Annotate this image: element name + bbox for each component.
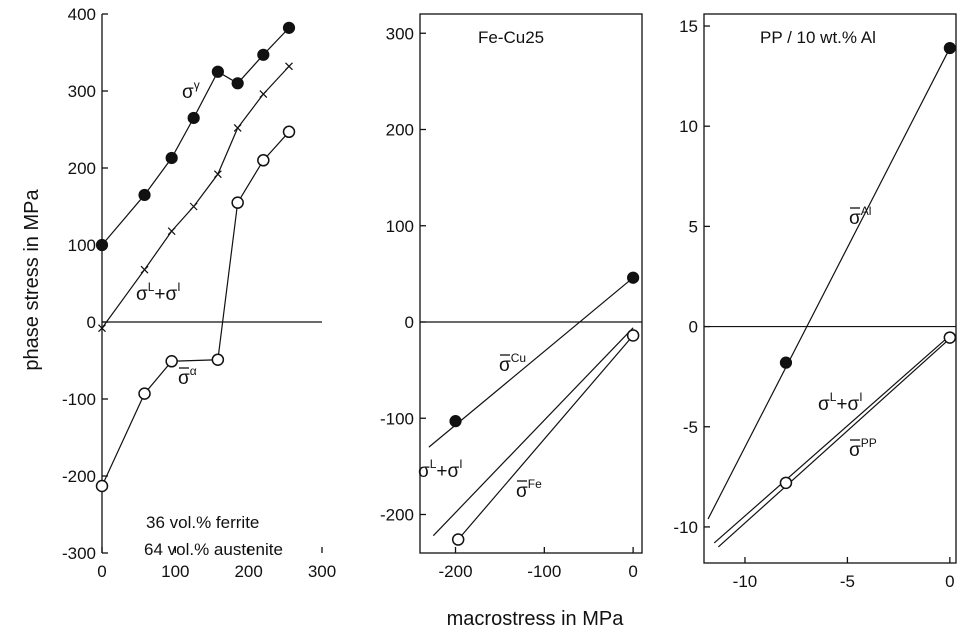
y-tick-label: -5 bbox=[683, 418, 698, 437]
data-point-open bbox=[626, 329, 640, 342]
y-tick-label: 100 bbox=[386, 217, 414, 236]
data-point-filled bbox=[231, 77, 244, 90]
data-point-filled bbox=[165, 151, 178, 165]
series-line bbox=[457, 335, 634, 540]
x-tick-label: -200 bbox=[439, 562, 473, 581]
panel-ferrite-austenite: -300 -200 -100 0 100 200 300 400 0 100 200 300 σγ σ… bbox=[62, 5, 336, 581]
y-tick-label: -10 bbox=[673, 518, 698, 537]
data-point-open bbox=[282, 125, 296, 139]
data-point-filled bbox=[95, 238, 109, 252]
data-point-cross bbox=[285, 62, 293, 71]
x-axis-label: macrostress in MPa bbox=[447, 608, 625, 630]
series-line bbox=[707, 47, 951, 520]
label-sigma-l-plus-sigma-i: σL+σI bbox=[136, 280, 181, 305]
y-axis-label: phase stress in MPa bbox=[21, 189, 43, 371]
series-line bbox=[101, 65, 290, 329]
svg-text:σCu: σCu bbox=[499, 351, 526, 376]
series-line bbox=[717, 338, 951, 548]
series-line bbox=[432, 327, 634, 537]
panel-title: PP / 10 wt.% Al bbox=[760, 28, 876, 47]
plot-frame bbox=[703, 13, 957, 564]
x-tick-label: 300 bbox=[308, 562, 336, 581]
label-sigma-bar-al: σAl bbox=[849, 204, 871, 229]
data-point-cross bbox=[189, 202, 198, 211]
y-tick-label: 0 bbox=[689, 318, 698, 337]
label-sigma-bar-cu: σCu bbox=[499, 351, 526, 376]
data-point-cross bbox=[140, 265, 149, 274]
panel-pp-al: -10 -5 0 5 10 15 -10 -5 0 PP / 10 wt.% Al σAl σL… bbox=[673, 13, 957, 591]
x-tick-label: -100 bbox=[527, 562, 561, 581]
y-tick-label: 10 bbox=[679, 117, 698, 136]
x-tick-label: 0 bbox=[945, 572, 954, 591]
y-tick-label: -100 bbox=[380, 409, 414, 428]
svg-text:σα: σα bbox=[178, 364, 197, 389]
y-tick-label: -100 bbox=[62, 390, 96, 409]
data-point-cross bbox=[233, 124, 242, 132]
x-tick-label: -5 bbox=[840, 572, 855, 591]
annotation-ferrite: 36 vol.% ferrite bbox=[146, 513, 259, 532]
label-sigma-gamma: σγ bbox=[182, 78, 200, 103]
data-point-filled bbox=[282, 21, 296, 34]
label-sigma-bar-fe: σFe bbox=[516, 477, 542, 502]
y-tick-label: 400 bbox=[68, 5, 96, 24]
data-point-filled bbox=[779, 356, 793, 369]
svg-text:σPP: σPP bbox=[849, 436, 877, 461]
data-point-open bbox=[165, 355, 178, 368]
data-point-filled bbox=[211, 65, 224, 78]
y-tick-label: 0 bbox=[405, 313, 414, 332]
data-point-open bbox=[257, 154, 270, 167]
data-point-filled bbox=[138, 188, 151, 202]
data-point-filled bbox=[627, 271, 640, 284]
data-point-filled bbox=[187, 111, 200, 125]
label-sigma-l-plus-sigma-i: σL+σI bbox=[418, 457, 463, 482]
label-sigma-bar-alpha: σα bbox=[178, 364, 197, 389]
data-point-filled bbox=[257, 48, 270, 61]
annotation-austenite: 64 vol.% austenite bbox=[144, 540, 283, 559]
data-point-open bbox=[451, 533, 465, 546]
x-tick-label: 0 bbox=[97, 562, 106, 581]
data-point-cross bbox=[167, 227, 176, 236]
data-point-filled bbox=[449, 415, 462, 428]
data-point-open bbox=[95, 479, 109, 493]
data-point-open bbox=[138, 387, 151, 400]
y-tick-label: 200 bbox=[386, 121, 414, 140]
data-point-open bbox=[211, 353, 225, 366]
series-line bbox=[101, 131, 290, 487]
data-point-cross bbox=[213, 170, 222, 179]
data-point-filled bbox=[943, 41, 956, 55]
y-tick-label: -200 bbox=[380, 506, 414, 525]
series-line bbox=[713, 335, 951, 544]
data-point-open bbox=[779, 476, 793, 490]
y-tick-label: 100 bbox=[68, 236, 96, 255]
data-point-open bbox=[231, 196, 244, 209]
y-tick-label: -200 bbox=[62, 467, 96, 486]
x-tick-label: -10 bbox=[733, 572, 758, 591]
svg-text:σFe: σFe bbox=[516, 477, 542, 502]
y-tick-label: 300 bbox=[386, 24, 414, 43]
data-point-cross bbox=[259, 90, 268, 99]
x-tick-label: 0 bbox=[628, 562, 637, 581]
x-tick-label: 200 bbox=[234, 562, 262, 581]
x-tick-label: 100 bbox=[161, 562, 189, 581]
plot-frame bbox=[419, 13, 643, 554]
svg-text:σAl: σAl bbox=[849, 204, 871, 229]
y-tick-label: 200 bbox=[68, 159, 96, 178]
series-line bbox=[428, 277, 634, 448]
label-sigma-bar-pp: σPP bbox=[849, 436, 877, 461]
y-tick-label: 300 bbox=[68, 82, 96, 101]
panel-title: Fe-Cu25 bbox=[478, 28, 544, 47]
y-tick-label: 15 bbox=[679, 17, 698, 36]
y-tick-label: 5 bbox=[689, 217, 698, 236]
series-line bbox=[101, 27, 290, 246]
y-tick-label: 0 bbox=[87, 313, 96, 332]
data-point-open bbox=[943, 331, 957, 344]
y-tick-label: -300 bbox=[62, 544, 96, 563]
data-point-cross bbox=[98, 324, 106, 333]
label-sigma-l-plus-sigma-i: σL+σI bbox=[818, 390, 863, 415]
